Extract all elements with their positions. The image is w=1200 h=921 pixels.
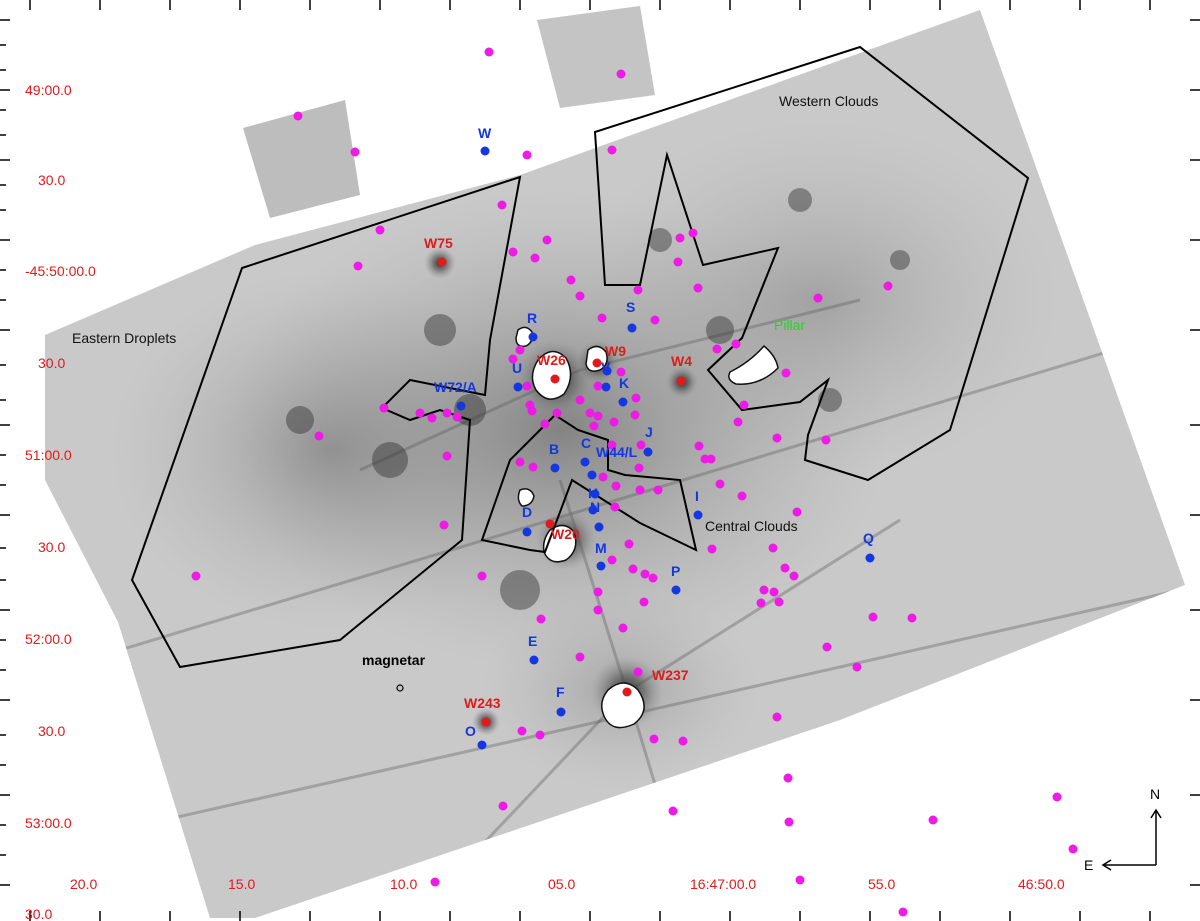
compass-north-label: N: [1150, 786, 1160, 802]
ra-tick-label: 15.0: [228, 876, 255, 892]
star-label-h: H: [588, 485, 598, 501]
blue-star-labels: W S R V U K W72/A J C B W44/L H I D N M …: [434, 125, 874, 739]
dec-tick-label: 52:00.0: [25, 631, 72, 647]
star-label-i: I: [695, 488, 699, 504]
central-clouds-label: Central Clouds: [705, 518, 798, 534]
dec-tick-label: 51:00.0: [25, 447, 72, 463]
ra-tick-labels: 20.0 15.0 10.0 05.0 16:47:00.0 55.0 46:5…: [70, 876, 1065, 892]
star-label-w237: W237: [652, 667, 689, 683]
ra-tick-label: 05.0: [548, 876, 575, 892]
star-label-u: U: [512, 360, 522, 376]
star-label-b: B: [549, 441, 559, 457]
star-label-v: V: [601, 359, 611, 375]
mosaic-field: [45, 6, 1185, 918]
star-label-w4: W4: [671, 353, 692, 369]
star-label-w44l: W44/L: [596, 444, 638, 460]
magnetar-label: magnetar: [362, 652, 426, 668]
star-label-f: F: [556, 684, 565, 700]
dec-tick-label: 30.0: [38, 172, 65, 188]
star-label-k: K: [619, 375, 629, 391]
star-label-p: P: [671, 563, 680, 579]
star-label-w: W: [478, 125, 492, 141]
compass-east-label: E: [1084, 857, 1093, 873]
ra-tick-label: 46:50.0: [1018, 876, 1065, 892]
star-label-n: N: [590, 499, 600, 515]
star-label-m: M: [595, 540, 607, 556]
star-label-w72a: W72/A: [434, 379, 477, 395]
dec-tick-label: 30.0: [38, 723, 65, 739]
magnetar-marker: [396, 684, 404, 692]
region-labels: Western Clouds Eastern Droplets Central …: [72, 93, 878, 668]
star-label-r: R: [527, 310, 537, 326]
dec-tick-label: 30.0: [38, 355, 65, 371]
star-label-d: D: [522, 504, 532, 520]
star-label-j: J: [645, 424, 653, 440]
magenta-markers: [191, 47, 1078, 917]
red-markers: [437, 257, 686, 727]
red-star-labels: W75 W26 W9 W4 W20 W237 W243: [424, 235, 692, 711]
star-label-e: E: [528, 633, 537, 649]
eastern-droplets-label: Eastern Droplets: [72, 330, 176, 346]
dec-tick-labels: 49:00.0 30.0 -45:50:00.0 30.0 51:00.0 30…: [25, 82, 96, 921]
dec-tick-label: 53:00.0: [25, 815, 72, 831]
dec-tick-label: 30.0: [38, 539, 65, 555]
western-clouds-label: Western Clouds: [779, 93, 878, 109]
ra-tick-label: 20.0: [70, 876, 97, 892]
western-clouds-outline: [593, 45, 1030, 482]
star-label-w75: W75: [424, 235, 453, 251]
dec-tick-label: 49:00.0: [25, 82, 72, 98]
star-label-o: O: [465, 723, 476, 739]
dec-tick-label: 30.0: [25, 906, 52, 921]
compass: [1101, 808, 1162, 871]
ra-tick-label: 16:47:00.0: [690, 876, 756, 892]
star-label-c: C: [581, 435, 591, 451]
star-label-w20: W20: [551, 526, 580, 542]
ra-tick-label: 55.0: [868, 876, 895, 892]
star-label-q: Q: [863, 530, 874, 546]
star-label-w243: W243: [464, 695, 501, 711]
blue-markers: [456, 146, 875, 750]
ra-tick-label: 10.0: [390, 876, 417, 892]
pillar-label: Pillar: [774, 317, 805, 333]
star-label-w26: W26: [537, 352, 566, 368]
dec-tick-label: -45:50:00.0: [25, 263, 96, 279]
eastern-droplets-outline: [130, 175, 522, 669]
star-label-w9: W9: [605, 343, 626, 359]
star-label-s: S: [626, 299, 635, 315]
